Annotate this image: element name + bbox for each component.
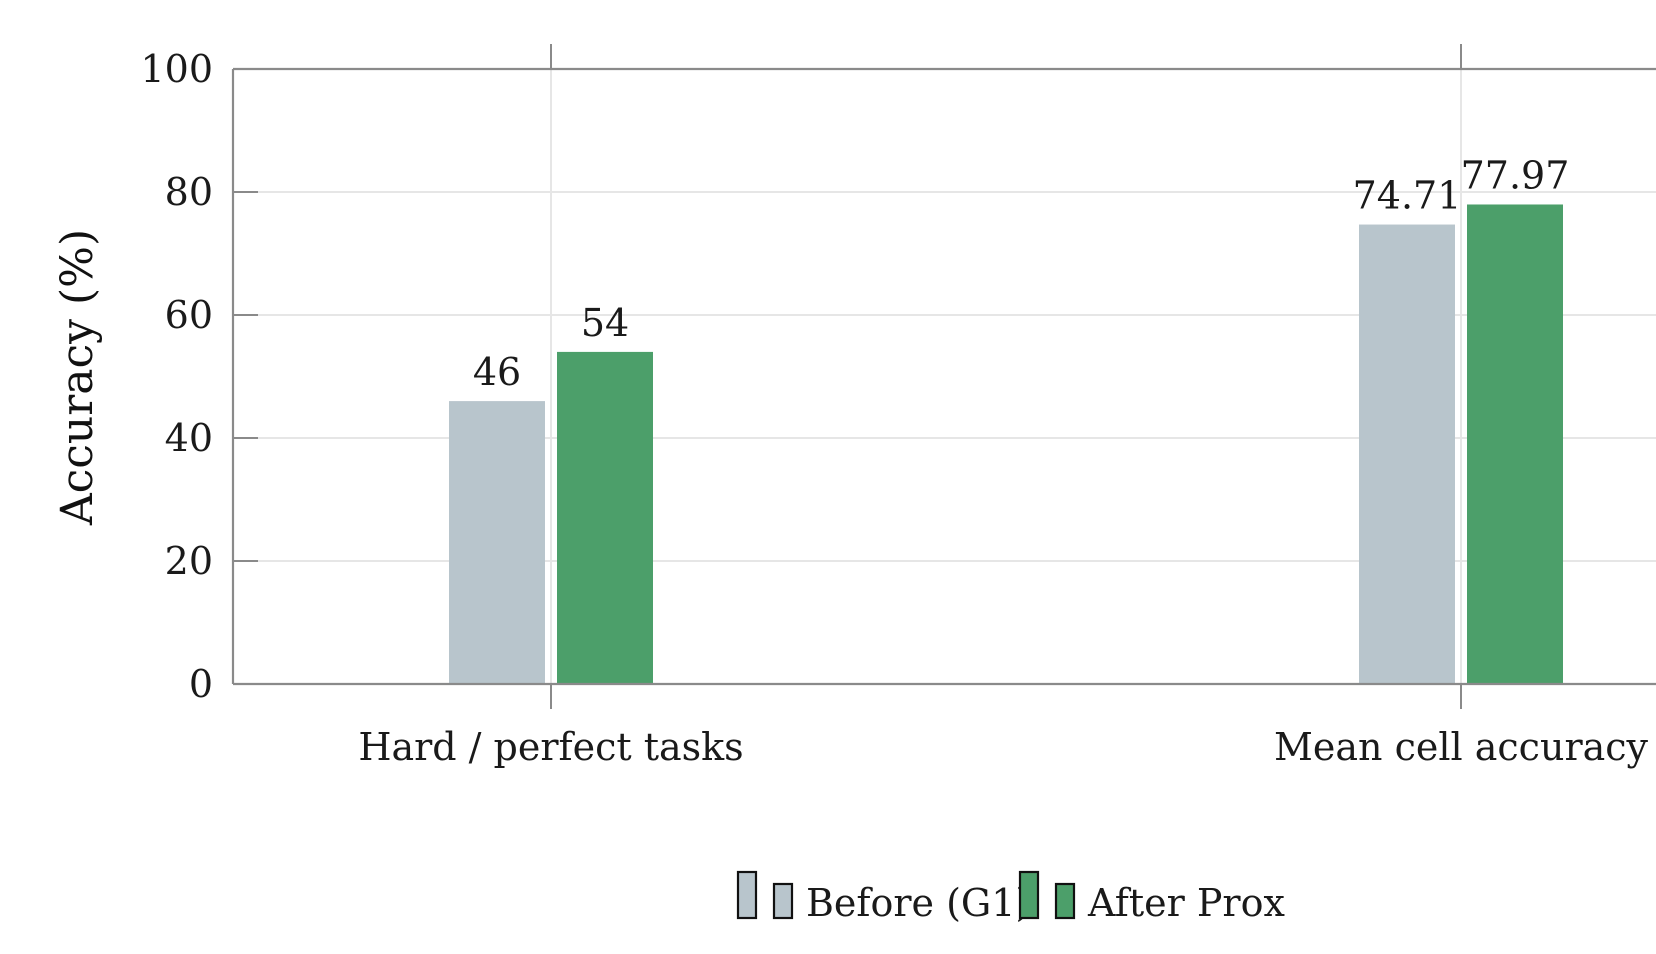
y-tick-label: 20 bbox=[165, 539, 213, 583]
x-tick-labels: Hard / perfect tasks Mean cell accuracy bbox=[358, 725, 1648, 769]
y-tick-labels: 0 20 40 60 80 100 bbox=[140, 47, 213, 706]
bar-after-1 bbox=[557, 351, 653, 684]
data-labels: 46 54 74.71 77.97 bbox=[473, 153, 1570, 394]
legend-swatch bbox=[1054, 882, 1076, 920]
y-tick-label: 80 bbox=[165, 170, 213, 214]
x-tick-label: Hard / perfect tasks bbox=[358, 725, 743, 769]
legend: Before (G1) After Prox bbox=[736, 870, 1285, 925]
y-tick-label: 0 bbox=[189, 662, 213, 706]
legend-label: Before (G1) bbox=[806, 881, 1030, 925]
y-tick-label: 100 bbox=[140, 47, 213, 91]
data-label: 54 bbox=[581, 301, 629, 345]
y-tick-label: 60 bbox=[165, 293, 213, 337]
legend-swatch-large bbox=[736, 870, 758, 920]
bars bbox=[449, 204, 1563, 684]
y-axis-label: Accuracy (%) bbox=[52, 229, 103, 526]
data-label: 46 bbox=[473, 350, 521, 394]
data-label: 74.71 bbox=[1353, 174, 1462, 218]
data-label: 77.97 bbox=[1461, 153, 1570, 197]
legend-swatch bbox=[772, 882, 794, 920]
bar-before-1 bbox=[449, 401, 545, 684]
legend-label: After Prox bbox=[1087, 881, 1285, 925]
axes bbox=[231, 44, 1656, 709]
legend-swatch-large bbox=[1018, 870, 1040, 920]
y-tick-label: 40 bbox=[165, 416, 213, 460]
x-tick-label: Mean cell accuracy bbox=[1274, 725, 1649, 769]
bar-after-2 bbox=[1467, 204, 1563, 684]
bar-before-2 bbox=[1359, 224, 1455, 684]
